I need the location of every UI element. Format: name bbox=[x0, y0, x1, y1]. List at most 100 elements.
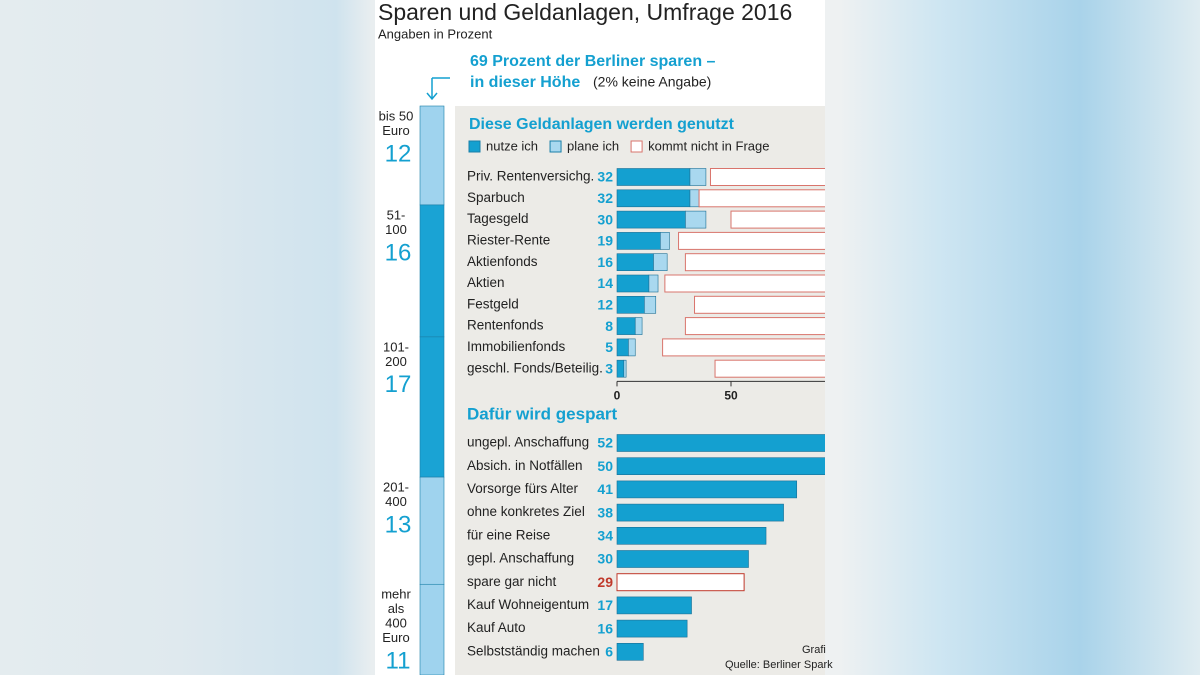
bar-outline bbox=[709, 168, 825, 186]
bar bbox=[616, 253, 654, 271]
bar bbox=[616, 596, 692, 615]
segment-label: 101- bbox=[383, 339, 409, 354]
value-label: 34 bbox=[597, 528, 613, 544]
category-label: Sparbuch bbox=[467, 190, 525, 205]
x-tick-label: 0 bbox=[614, 389, 621, 403]
segment-value: 11 bbox=[386, 648, 411, 675]
value-label: 50 bbox=[597, 458, 613, 474]
bar bbox=[616, 359, 625, 378]
bar-outline bbox=[664, 274, 825, 293]
bar-outline bbox=[714, 359, 825, 378]
subtitle: Angaben in Prozent bbox=[378, 26, 493, 41]
bar bbox=[616, 210, 686, 229]
bar-outline bbox=[694, 295, 825, 314]
value-label: 30 bbox=[597, 551, 613, 567]
source: Quelle: Berliner Spark bbox=[725, 659, 833, 671]
value-label: 14 bbox=[597, 275, 613, 291]
bar-outline bbox=[730, 210, 825, 229]
value-label: 38 bbox=[597, 504, 613, 520]
bar bbox=[616, 480, 798, 499]
bar bbox=[616, 573, 745, 592]
category-label: Absich. in Notfällen bbox=[467, 458, 583, 473]
segment-label: 51- bbox=[387, 207, 406, 222]
category-label: ohne konkretes Ziel bbox=[467, 504, 585, 519]
headline-note: (2% keine Angabe) bbox=[593, 74, 711, 90]
bar bbox=[616, 434, 825, 452]
bar bbox=[616, 457, 825, 476]
value-label: 6 bbox=[605, 644, 613, 660]
category-label: Tagesgeld bbox=[467, 211, 529, 226]
category-label: geschl. Fonds/Beteilig. bbox=[467, 360, 603, 375]
segment bbox=[419, 204, 445, 338]
plot: bis 50Euro1251-10016101-20017201-40013me… bbox=[379, 105, 825, 675]
category-label: Rentenfonds bbox=[467, 318, 544, 333]
value-label: 16 bbox=[597, 254, 613, 270]
legend-swatch bbox=[468, 140, 481, 153]
bar bbox=[648, 274, 659, 293]
bar bbox=[634, 317, 643, 335]
value-label: 29 bbox=[597, 574, 613, 590]
segment bbox=[419, 105, 445, 206]
bar bbox=[616, 338, 629, 357]
bar bbox=[653, 253, 668, 271]
legend-label: nutze ich bbox=[486, 138, 538, 153]
value-label: 12 bbox=[597, 297, 613, 313]
bar-outline bbox=[678, 231, 825, 250]
segment bbox=[419, 476, 445, 585]
segment-value: 16 bbox=[385, 239, 412, 266]
category-label: Aktienfonds bbox=[467, 254, 538, 269]
chart-title: Dafür wird gespart bbox=[467, 404, 618, 423]
segment-label: 400 bbox=[385, 494, 407, 509]
bar bbox=[616, 619, 688, 638]
segment-value: 13 bbox=[385, 511, 412, 538]
segment-label: als bbox=[388, 601, 405, 616]
category-label: Priv. Rentenversichg. bbox=[467, 169, 594, 184]
category-label: Kauf Auto bbox=[467, 620, 526, 635]
bar bbox=[616, 232, 661, 250]
bar bbox=[644, 295, 657, 314]
segment bbox=[419, 583, 445, 675]
bar bbox=[689, 168, 707, 186]
bar-outline bbox=[684, 317, 825, 336]
title: Sparen und Geldanlagen, Umfrage 2016 bbox=[378, 0, 792, 25]
headline: 69 Prozent der Berliner sparen – bbox=[470, 53, 716, 70]
value-label: 5 bbox=[605, 339, 613, 355]
bar bbox=[616, 295, 645, 314]
value-label: 41 bbox=[597, 481, 613, 497]
credit: Grafi bbox=[802, 644, 826, 656]
bar bbox=[628, 338, 636, 357]
value-label: 32 bbox=[597, 169, 613, 185]
segment-label: bis 50 bbox=[379, 108, 414, 123]
value-label: 32 bbox=[597, 190, 613, 206]
bar-outline bbox=[662, 338, 825, 357]
segment-label: Euro bbox=[382, 123, 409, 138]
legend-label: plane ich bbox=[567, 138, 619, 153]
bar bbox=[623, 359, 627, 378]
value-label: 8 bbox=[605, 318, 613, 334]
category-label: für eine Reise bbox=[467, 527, 550, 542]
bar bbox=[616, 189, 691, 208]
segment-label: 400 bbox=[385, 616, 407, 631]
bar bbox=[616, 526, 767, 545]
bar bbox=[616, 168, 691, 186]
category-label: ungepl. Anschaffung bbox=[467, 435, 589, 450]
category-label: Kauf Wohneigentum bbox=[467, 597, 589, 612]
bar bbox=[689, 189, 700, 208]
category-label: Vorsorge fürs Alter bbox=[467, 481, 579, 496]
category-label: gepl. Anschaffung bbox=[467, 551, 574, 566]
segment-label: 100 bbox=[385, 222, 407, 237]
category-label: Festgeld bbox=[467, 296, 519, 311]
segment-label: Euro bbox=[382, 630, 409, 645]
bar bbox=[616, 642, 644, 661]
bar bbox=[616, 550, 749, 568]
legend-swatch bbox=[630, 140, 643, 153]
value-label: 16 bbox=[597, 620, 613, 636]
value-label: 19 bbox=[597, 233, 613, 249]
bar bbox=[616, 317, 636, 335]
segment-label: mehr bbox=[381, 587, 411, 602]
bar-outline bbox=[698, 189, 825, 208]
segment-label: 201- bbox=[383, 480, 409, 495]
bar bbox=[685, 210, 707, 229]
category-label: Selbstständig machen bbox=[467, 643, 600, 658]
